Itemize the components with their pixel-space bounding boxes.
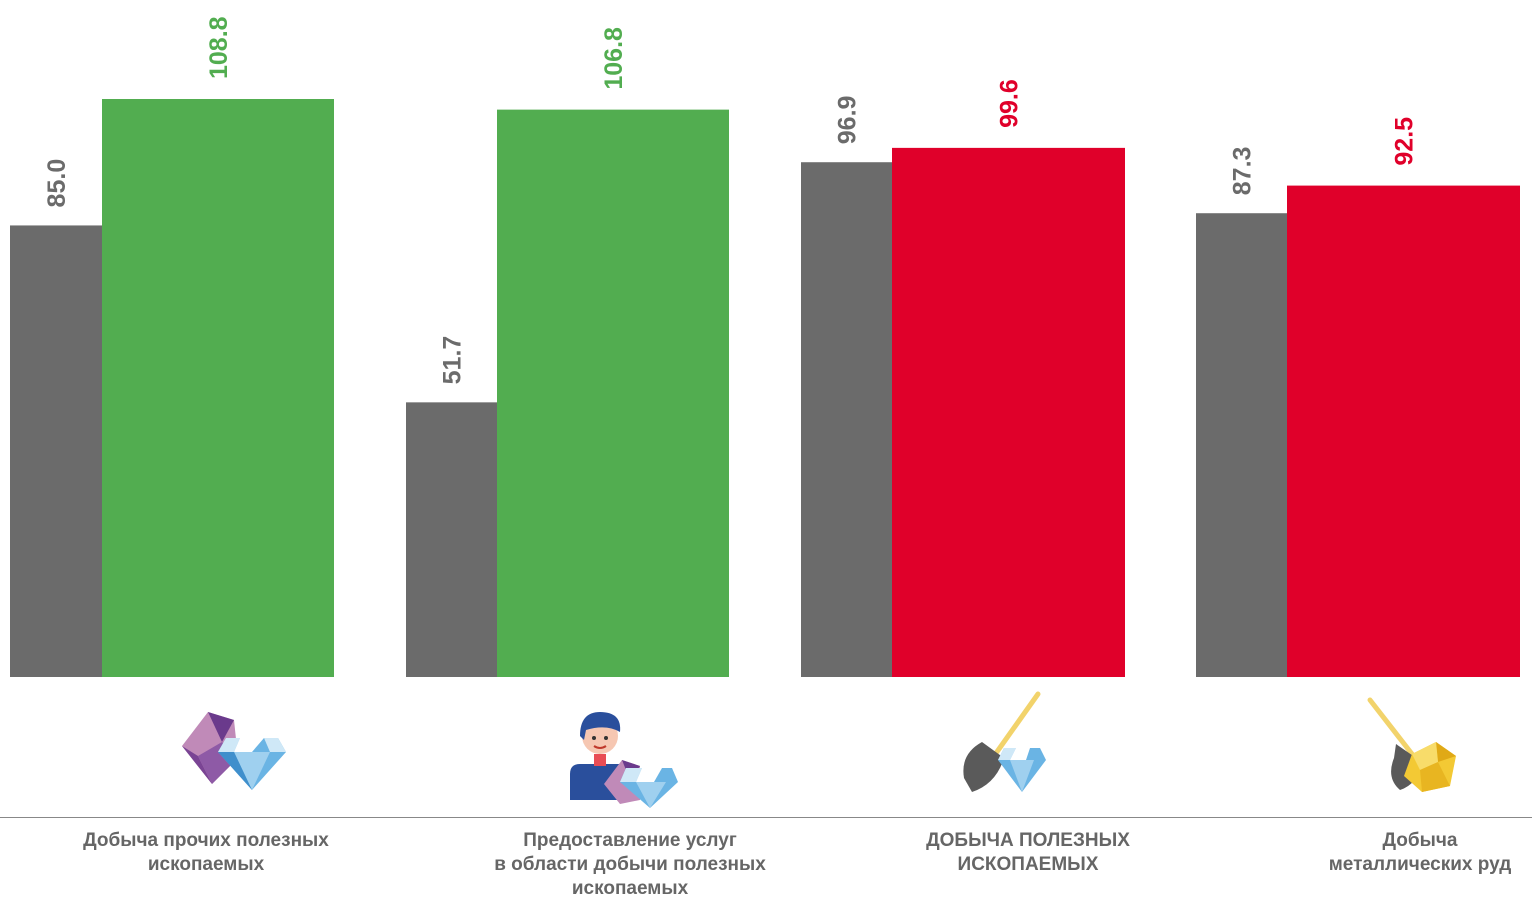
bar-current-4: [1287, 185, 1520, 677]
bar-previous-4: [1196, 213, 1287, 677]
category-label-mining-total: ДОБЫЧА ПОЛЕЗНЫХ ИСКОПАЕМЫХ: [926, 830, 1130, 875]
shovel-ore-icon: [1367, 697, 1456, 792]
data-label-current-2: 106.8: [600, 27, 628, 90]
bar-current-2: [497, 109, 729, 677]
data-label-previous-1: 85.0: [43, 159, 71, 208]
data-label-current-1: 108.8: [205, 16, 233, 79]
category-label-mining-services: Предоставление услуг в области добычи по…: [494, 830, 766, 899]
data-label-previous-4: 87.3: [1229, 147, 1257, 196]
bar-previous-1: [10, 225, 102, 677]
baseline-divider: [0, 817, 1532, 818]
data-label-current-4: 92.5: [1391, 117, 1419, 166]
miner-worker-icon: [570, 712, 678, 808]
category-label-metal-ores: Добыча металлических руд: [1328, 830, 1512, 875]
category-label-other-minerals: Добыча прочих полезных ископаемых: [83, 830, 329, 875]
data-label-current-3: 99.6: [996, 79, 1024, 128]
bar-current-1: [102, 99, 334, 677]
bar-previous-3: [801, 162, 892, 677]
data-label-previous-2: 51.7: [439, 336, 467, 385]
bar-previous-2: [406, 402, 497, 677]
minerals-gem-icon: [182, 712, 286, 790]
bar-current-3: [892, 147, 1125, 677]
data-label-previous-3: 96.9: [834, 96, 862, 145]
shovel-diamond-icon: [963, 691, 1046, 792]
